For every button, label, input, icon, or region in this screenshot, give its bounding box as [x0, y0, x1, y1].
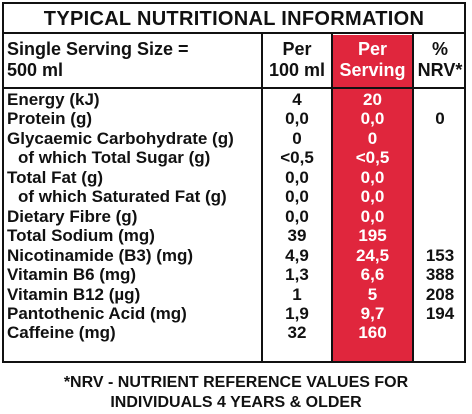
table-row: Energy (kJ) 4 20	[4, 90, 464, 109]
per-serving-value: 6,6	[360, 265, 385, 285]
header-divider	[4, 87, 464, 89]
nutrient-name: Caffeine (mg)	[7, 323, 116, 343]
footnote-line: INDIVIDUALS 4 YEARS & OLDER	[110, 394, 362, 411]
table-row: Total Sodium (mg) 39 195	[4, 226, 464, 246]
per-100ml-value: 0	[292, 128, 302, 148]
table-row: Glycaemic Carbohydrate (g) 0 0	[4, 128, 464, 148]
table-row: Vitamin B12 (µg) 1 5 208	[4, 284, 464, 304]
per-serving-header-unit: Serving	[339, 60, 406, 80]
table-row: Total Fat (g) 0,0 0,0	[4, 167, 464, 187]
per-serving-value: 0,0	[360, 187, 385, 207]
nrv-header-label: NRV*	[417, 60, 463, 80]
nutrient-name: Protein (g)	[7, 109, 92, 129]
nutrient-name: of which Saturated Fat (g)	[18, 187, 227, 207]
per-serving-value: 5	[367, 284, 378, 304]
serving-size-value: 500 ml	[7, 60, 64, 80]
nrv-value: 388	[425, 265, 455, 285]
per-serving-value: <0,5	[355, 148, 390, 168]
nutrient-name: Energy (kJ)	[7, 90, 100, 109]
per-100ml-value: 0,0	[285, 167, 309, 187]
table-row: Dietary Fibre (g) 0,0 0,0	[4, 206, 464, 226]
nutrient-name: of which Total Sugar (g)	[18, 148, 211, 168]
column-divider	[331, 34, 333, 361]
per-serving-value: 24,5	[355, 245, 390, 265]
footnote-line: *NRV - NUTRIENT REFERENCE VALUES FOR	[63, 374, 409, 391]
nutrient-name: Total Fat (g)	[7, 167, 103, 187]
per-100ml-header: Per	[282, 39, 312, 59]
per-100ml-value: 0,0	[285, 109, 309, 129]
nrv-value: 0	[435, 109, 445, 129]
nutrient-name: Vitamin B12 (µg)	[7, 284, 141, 304]
table-row: Nicotinamide (B3) (mg) 4,9 24,5 153	[4, 245, 464, 265]
per-serving-value: 20	[363, 90, 382, 109]
per-serving-header: Per	[357, 39, 388, 59]
per-100ml-value: 0,0	[285, 187, 309, 207]
per-serving-value: 9,7	[360, 303, 385, 323]
per-serving-value: 195	[358, 226, 387, 246]
nrv-value: 194	[425, 303, 455, 323]
per-serving-value: 0,0	[360, 206, 385, 226]
nutrient-name: Vitamin B6 (mg)	[7, 265, 137, 285]
nutrition-table: TYPICAL NUTRITIONAL INFORMATION Single S…	[2, 2, 466, 363]
table-row: Caffeine (mg) 32 160	[4, 325, 464, 342]
nutrient-name: Nicotinamide (B3) (mg)	[7, 245, 194, 265]
table-row: of which Total Sugar (g) <0,5 <0,5	[4, 150, 464, 167]
footnote: *NRV - NUTRIENT REFERENCE VALUES FOR IND…	[0, 373, 472, 413]
per-serving-value: 0,0	[360, 167, 385, 187]
per-100ml-value: 1	[292, 284, 302, 304]
nrv-header: %	[431, 39, 448, 59]
column-divider	[261, 34, 263, 361]
per-100ml-value: 39	[287, 226, 307, 246]
per-100ml-value: 1,9	[285, 303, 309, 323]
table-row: of which Saturated Fat (g) 0,0 0,0	[4, 189, 464, 206]
per-100ml-value: 32	[287, 323, 307, 343]
per-serving-value: 0	[367, 128, 378, 148]
per-100ml-value: 4	[292, 90, 302, 109]
nutrient-name: Pantothenic Acid (mg)	[7, 303, 187, 323]
per-100ml-value: 4,9	[285, 245, 309, 265]
table-row: Pantothenic Acid (mg) 1,9 9,7 194	[4, 303, 464, 323]
nutrient-name: Glycaemic Carbohydrate (g)	[7, 128, 234, 148]
nrv-value: 153	[425, 245, 455, 265]
nutrient-name: Total Sodium (mg)	[7, 226, 155, 246]
per-serving-value: 0,0	[360, 109, 385, 129]
table-title: TYPICAL NUTRITIONAL INFORMATION	[4, 4, 464, 34]
per-100ml-value: <0,5	[280, 148, 314, 168]
serving-size-label: Single Serving Size =	[7, 39, 189, 59]
column-divider	[412, 34, 414, 361]
per-100ml-value: 0,0	[285, 206, 309, 226]
nutrient-name: Dietary Fibre (g)	[7, 206, 138, 226]
per-100ml-header-unit: 100 ml	[268, 60, 326, 80]
per-100ml-value: 1,3	[285, 265, 309, 285]
per-serving-value: 160	[358, 323, 387, 343]
table-row: Protein (g) 0,0 0,0 0	[4, 111, 464, 128]
nrv-value: 208	[425, 284, 455, 304]
per-serving-highlight	[333, 35, 412, 361]
table-row: Vitamin B6 (mg) 1,3 6,6 388	[4, 265, 464, 285]
